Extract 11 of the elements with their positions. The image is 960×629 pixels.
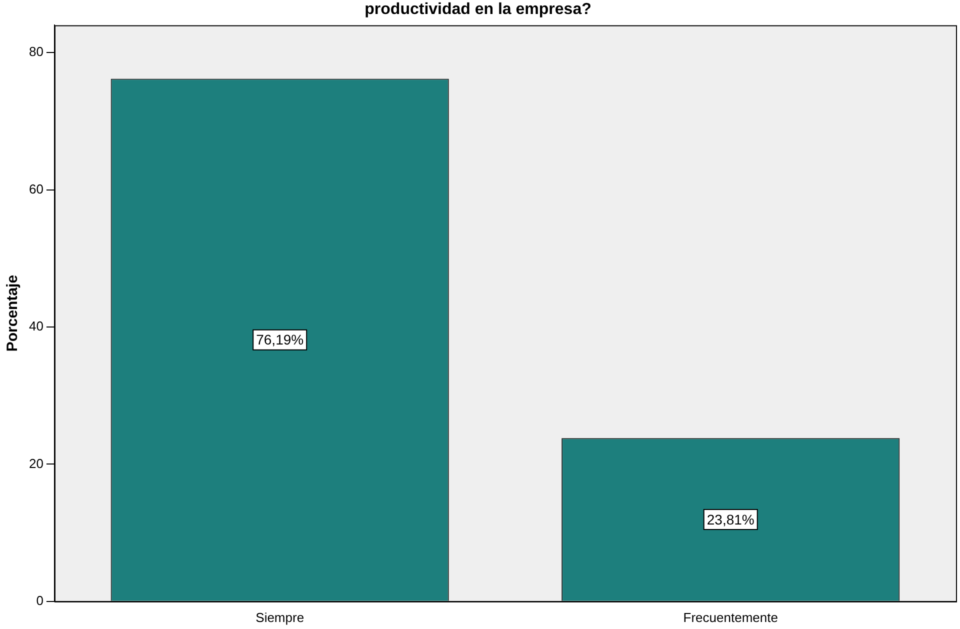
y-tick-label: 0: [36, 592, 44, 608]
data-label: 23,81%: [706, 511, 754, 528]
y-tick-label: 40: [28, 318, 44, 334]
y-tick-label: 60: [28, 181, 44, 196]
y-axis-title: Porcentaje: [4, 274, 22, 352]
chart-title: productividad en la empresa?: [364, 1, 592, 18]
x-tick-label: Frecuentemente: [683, 610, 778, 625]
data-label: 76,19%: [256, 332, 304, 348]
x-tick-label: Siempre: [256, 610, 304, 625]
y-tick-label: 80: [28, 44, 44, 60]
y-tick-label: 20: [28, 456, 44, 471]
